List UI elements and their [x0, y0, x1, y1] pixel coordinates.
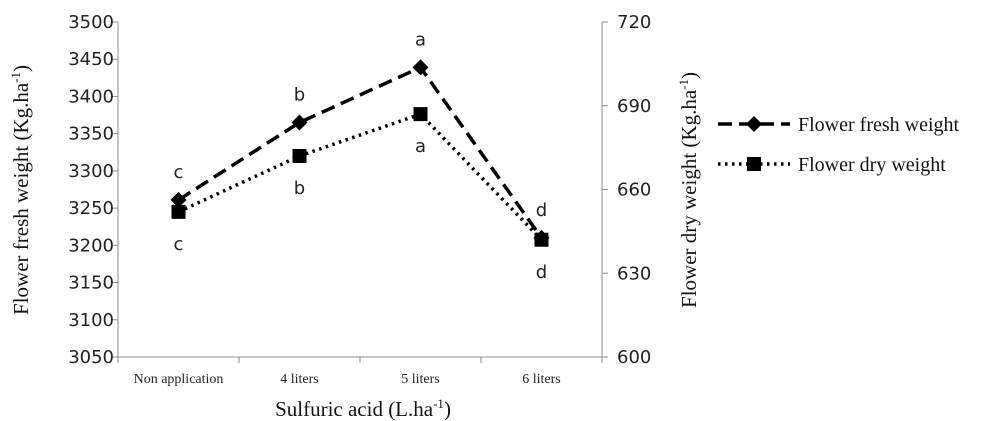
x-category-label: Non application [134, 372, 224, 387]
left-tick-label: 3100 [68, 310, 114, 331]
x-category-label: 5 liters [401, 372, 440, 387]
left-y-axis-title: Flower fresh weight (Kg.ha-1) [8, 65, 33, 315]
dry-significance-letter: b [294, 178, 305, 199]
left-tick-label: 3150 [68, 273, 114, 294]
dry-weight-point [413, 107, 428, 122]
left-tick-label: 3500 [68, 12, 114, 33]
fresh-significance-letter: b [294, 85, 305, 106]
left-tick-label: 3200 [68, 235, 114, 256]
right-y-axis-title: Flower dry weight (Kg.ha-1) [676, 72, 701, 308]
dry-weight-point [171, 204, 186, 219]
right-tick-label: 660 [617, 180, 651, 201]
left-tick-label: 3300 [68, 161, 114, 182]
fresh-significance-letter: a [415, 29, 426, 50]
left-tick-label: 3250 [68, 198, 114, 219]
dry-significance-letter: c [174, 234, 184, 255]
axes [117, 22, 603, 363]
right-tick-label: 630 [617, 263, 651, 284]
legend-label: Flower dry weight [798, 154, 946, 176]
dry-significance-letter: a [415, 136, 426, 157]
significance-letters: c b a d c b a d [174, 29, 548, 282]
dry-weight-point [292, 149, 307, 163]
left-tick-label: 3400 [68, 86, 114, 107]
left-tick-label: 3050 [68, 347, 114, 368]
legend: Flower fresh weight Flower dry weight [718, 114, 960, 176]
x-axis-title: Sulfuric acid (L.ha-1) [275, 396, 451, 421]
legend-diamond-marker [746, 116, 762, 132]
fresh-weight-point [170, 191, 187, 208]
x-category-label: 6 liters [522, 372, 561, 387]
x-axis-category-labels: Non application 4 liters 5 liters 6 liters [134, 372, 561, 387]
fresh-weight-point [412, 59, 429, 76]
legend-label: Flower fresh weight [798, 114, 960, 136]
dry-weight-line [177, 112, 543, 241]
dry-weight-point [534, 232, 549, 247]
fresh-significance-letter: c [174, 162, 184, 183]
fresh-weight-line [177, 65, 543, 239]
right-axis-ticks: 600 630 660 690 720 [602, 12, 651, 368]
x-category-label: 4 liters [280, 372, 319, 387]
series-lines [177, 65, 543, 241]
right-tick-label: 600 [617, 347, 651, 368]
series-markers [170, 59, 550, 247]
legend-square-marker [747, 157, 761, 171]
right-tick-label: 720 [617, 12, 651, 33]
left-tick-label: 3450 [68, 49, 114, 70]
left-axis-ticks: 3050 3100 3150 3200 3250 3300 3350 3400 3450 3500 [68, 12, 118, 368]
fresh-significance-letter: d [536, 200, 547, 221]
right-tick-label: 690 [617, 96, 651, 117]
left-tick-label: 3350 [68, 124, 114, 145]
fresh-weight-point [291, 114, 308, 131]
dry-significance-letter: d [536, 262, 547, 283]
